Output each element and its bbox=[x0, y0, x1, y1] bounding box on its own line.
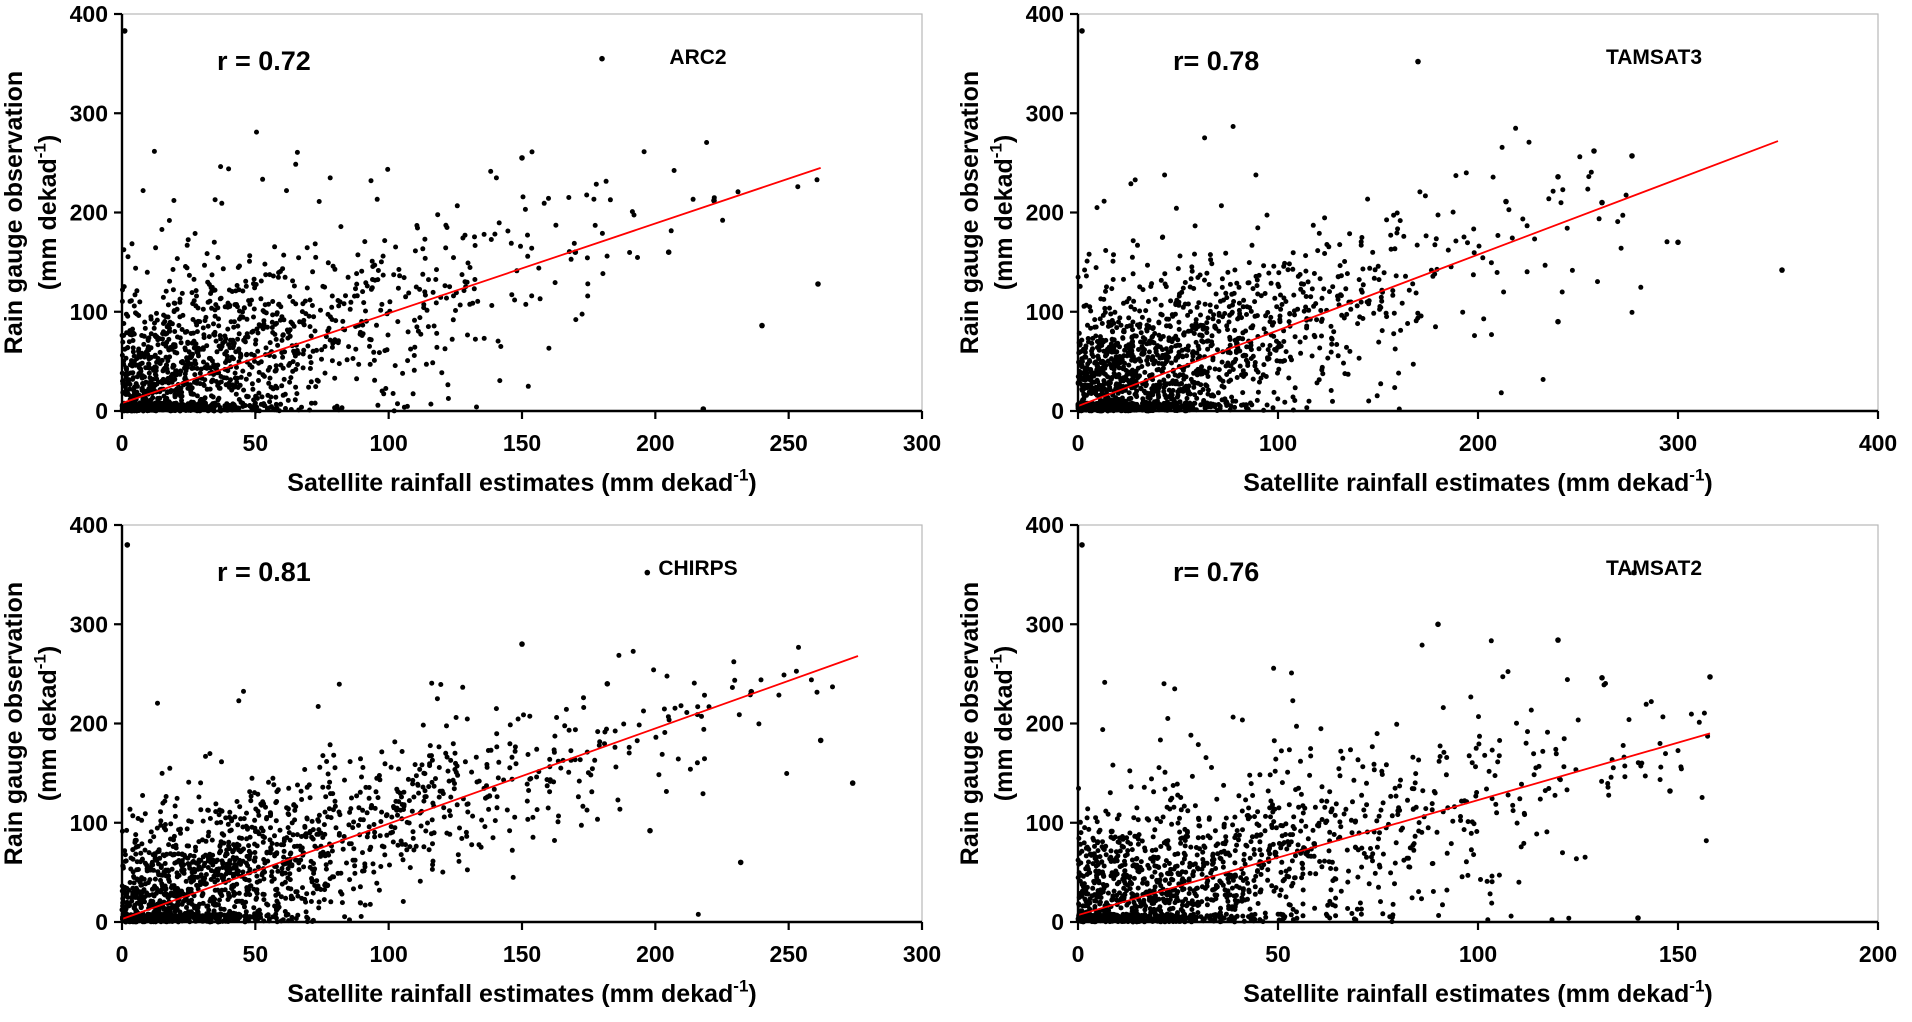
product-name-label: CHIRPS bbox=[658, 557, 737, 580]
regression-line bbox=[121, 166, 821, 404]
y-tick-label: 200 bbox=[1026, 200, 1064, 226]
y-tick-label: 0 bbox=[95, 398, 108, 424]
x-tick-label: 300 bbox=[1659, 430, 1697, 456]
y-tick-label: 0 bbox=[1051, 398, 1064, 424]
x-tick-label: 100 bbox=[369, 941, 407, 967]
scatter-points bbox=[119, 542, 856, 925]
x-tick-label: 50 bbox=[243, 430, 269, 456]
x-tick-label: 300 bbox=[903, 430, 941, 456]
y-tick-label: 300 bbox=[1026, 611, 1064, 637]
y-axis-label-line2: (mm dekad-1) bbox=[31, 135, 63, 290]
x-axis-label: Satellite rainfall estimates (mm dekad-1… bbox=[1243, 466, 1712, 498]
x-tick-label: 250 bbox=[769, 430, 807, 456]
x-tick-label: 200 bbox=[636, 941, 674, 967]
y-axis-label-line1: Rain gauge observation bbox=[956, 71, 984, 354]
y-tick-label: 100 bbox=[1026, 299, 1064, 325]
product-name-label: TAMSAT2 bbox=[1606, 557, 1702, 580]
x-tick-label: 100 bbox=[369, 430, 407, 456]
y-tick-label: 200 bbox=[1026, 711, 1064, 737]
y-tick-label: 400 bbox=[1026, 1, 1064, 27]
scatter-plot-TAMSAT2: 0 50 100 150 200 0 100 200 300 400 Satellite rainf… bbox=[956, 511, 1912, 1022]
plot-background bbox=[0, 0, 956, 511]
scatter-plot-ARC2: 0 50 100 150 200 250 300 0 100 200 300 400 Satellite… bbox=[0, 0, 956, 511]
y-tick-label: 200 bbox=[70, 711, 108, 737]
x-tick-label: 0 bbox=[116, 430, 129, 456]
x-axis-label: Satellite rainfall estimates (mm dekad-1… bbox=[287, 466, 756, 498]
product-name-label: TAMSAT3 bbox=[1606, 46, 1702, 69]
ticks: 0 50 100 150 200 250 300 0 100 200 300 400 bbox=[70, 1, 942, 456]
y-tick-label: 400 bbox=[70, 1, 108, 27]
x-tick-label: 100 bbox=[1459, 941, 1497, 967]
ticks: 0 100 200 300 400 0 100 200 300 400 bbox=[1026, 1, 1898, 456]
scatter-plot-TAMSAT3: 0 100 200 300 400 0 100 200 300 400 Satellite rain… bbox=[956, 0, 1912, 511]
y-tick-label: 0 bbox=[95, 909, 108, 935]
scatter-points bbox=[119, 28, 821, 414]
y-tick-label: 100 bbox=[70, 810, 108, 836]
x-tick-label: 200 bbox=[636, 430, 674, 456]
y-tick-label: 0 bbox=[1051, 909, 1064, 935]
scatter-panel-top-right: 0 100 200 300 400 0 100 200 300 400 Satellite rain… bbox=[956, 0, 1912, 511]
scatter-panel-bottom-right: 0 50 100 150 200 0 100 200 300 400 Satellite rainf… bbox=[956, 511, 1912, 1022]
scatter-panel-top-left: 0 50 100 150 200 250 300 0 100 200 300 400 Satellite… bbox=[0, 0, 956, 511]
y-axis-label-line2: (mm dekad-1) bbox=[987, 646, 1019, 801]
y-axis-label-line1: Rain gauge observation bbox=[0, 582, 28, 865]
regression-line bbox=[1077, 732, 1711, 916]
y-axis-label-line1: Rain gauge observation bbox=[0, 71, 28, 354]
x-axis-label: Satellite rainfall estimates (mm dekad-1… bbox=[287, 977, 756, 1009]
ticks: 0 50 100 150 200 0 100 200 300 400 bbox=[1026, 512, 1898, 967]
plot-background bbox=[0, 511, 956, 1022]
scatter-plot-CHIRPS: 0 50 100 150 200 250 300 0 100 200 300 400 Satellite… bbox=[0, 511, 956, 1022]
regression-line bbox=[1077, 140, 1779, 407]
correlation-label: r= 0.76 bbox=[1173, 557, 1259, 587]
plot-background bbox=[956, 511, 1912, 1022]
x-tick-label: 50 bbox=[243, 941, 269, 967]
x-tick-label: 150 bbox=[503, 941, 541, 967]
regression-line bbox=[121, 655, 859, 920]
x-tick-label: 100 bbox=[1259, 430, 1297, 456]
x-tick-label: 250 bbox=[769, 941, 807, 967]
y-tick-label: 300 bbox=[70, 611, 108, 637]
x-tick-label: 400 bbox=[1859, 430, 1897, 456]
scatter-panel-bottom-left: 0 50 100 150 200 250 300 0 100 200 300 400 Satellite… bbox=[0, 511, 956, 1022]
y-tick-label: 300 bbox=[1026, 100, 1064, 126]
x-tick-label: 0 bbox=[1072, 941, 1085, 967]
y-tick-label: 200 bbox=[70, 200, 108, 226]
y-tick-label: 100 bbox=[1026, 810, 1064, 836]
x-tick-label: 50 bbox=[1265, 941, 1291, 967]
plot-background bbox=[956, 0, 1912, 511]
y-axis-label-line2: (mm dekad-1) bbox=[987, 135, 1019, 290]
y-axis-label-line1: Rain gauge observation bbox=[956, 582, 984, 865]
product-name-label: ARC2 bbox=[669, 46, 726, 69]
y-tick-label: 300 bbox=[70, 100, 108, 126]
y-tick-label: 400 bbox=[70, 512, 108, 538]
x-tick-label: 0 bbox=[116, 941, 129, 967]
x-tick-label: 150 bbox=[1659, 941, 1697, 967]
x-tick-label: 200 bbox=[1859, 941, 1897, 967]
y-axis-label-line2: (mm dekad-1) bbox=[31, 646, 63, 801]
x-tick-label: 150 bbox=[503, 430, 541, 456]
correlation-label: r= 0.78 bbox=[1173, 46, 1259, 76]
scatter-points bbox=[1075, 28, 1785, 414]
x-tick-label: 0 bbox=[1072, 430, 1085, 456]
x-tick-label: 300 bbox=[903, 941, 941, 967]
correlation-label: r = 0.81 bbox=[217, 557, 311, 587]
y-tick-label: 100 bbox=[70, 299, 108, 325]
x-axis-label: Satellite rainfall estimates (mm dekad-1… bbox=[1243, 977, 1712, 1009]
ticks: 0 50 100 150 200 250 300 0 100 200 300 400 bbox=[70, 512, 942, 967]
y-tick-label: 400 bbox=[1026, 512, 1064, 538]
correlation-label: r = 0.72 bbox=[217, 46, 311, 76]
x-tick-label: 200 bbox=[1459, 430, 1497, 456]
